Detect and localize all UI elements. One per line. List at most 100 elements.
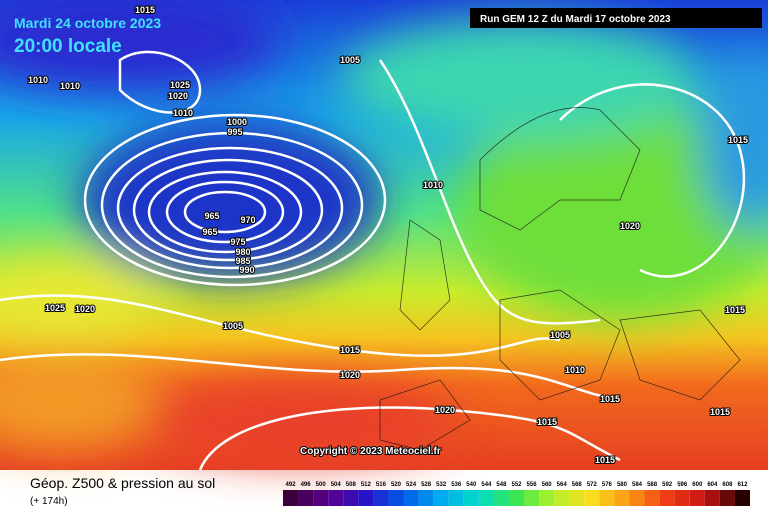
colorbar-label: 592 xyxy=(662,482,673,488)
colorbar-label: 548 xyxy=(496,482,507,488)
colorbar-label: 580 xyxy=(617,482,628,488)
colorbar-swatch xyxy=(418,490,434,506)
colorbar-swatch xyxy=(569,490,585,506)
copyright: Copyright © 2023 Meteociel.fr xyxy=(300,446,441,457)
colorbar-swatch xyxy=(508,490,525,506)
colorbar-swatch xyxy=(524,490,540,506)
isobar-label: 1015 xyxy=(340,345,360,355)
isobar-label: 1025 xyxy=(170,80,190,90)
colorbar-label: 552 xyxy=(511,482,522,488)
isobar-label: 1015 xyxy=(600,394,620,404)
colorbar-label: 588 xyxy=(647,482,658,488)
isobar-label: 1010 xyxy=(60,81,80,91)
isobar-label: 1015 xyxy=(537,417,557,427)
colorbar-label: 532 xyxy=(436,482,447,488)
colorbar-label: 560 xyxy=(542,482,553,488)
colorbar-label: 572 xyxy=(587,482,598,488)
isobar-label: 975 xyxy=(230,237,245,247)
isobar-label: 1015 xyxy=(595,455,615,465)
isobar-label: 1005 xyxy=(340,55,360,65)
colorbar-label: 612 xyxy=(737,482,748,488)
colorbar-label: 512 xyxy=(361,482,372,488)
isobar-label: 1020 xyxy=(340,370,360,380)
colorbar-swatch xyxy=(719,490,735,506)
colorbar-label: 584 xyxy=(632,482,643,488)
colorbar-swatch xyxy=(463,490,479,506)
colorbar-label: 504 xyxy=(331,482,342,488)
colorbar-swatch xyxy=(358,490,374,506)
colorbar-label: 492 xyxy=(286,482,297,488)
isobar-label: 1015 xyxy=(135,5,155,15)
colorbar-swatch xyxy=(403,490,419,506)
colorbar-label: 500 xyxy=(316,482,327,488)
colorbar-swatch xyxy=(343,490,359,506)
colorbar-label: 516 xyxy=(376,482,387,488)
isobar-label: 1005 xyxy=(550,330,570,340)
colorbar-label: 568 xyxy=(572,482,583,488)
map-area xyxy=(0,0,768,471)
date: Mardi 24 octobre 2023 xyxy=(14,15,161,31)
colorbar-swatch xyxy=(674,490,690,506)
colorbar-swatch xyxy=(599,490,615,506)
colorbar-swatch xyxy=(704,490,720,506)
colorbar-label: 604 xyxy=(707,482,718,488)
colorbar-swatch xyxy=(584,490,600,506)
colorbar-swatch xyxy=(328,490,344,506)
isobar-label: 1020 xyxy=(75,304,95,314)
isobar-label: 1020 xyxy=(168,91,188,101)
colorbar-label: 564 xyxy=(557,482,568,488)
footer-lead: (+ 174h) xyxy=(30,496,68,507)
isobar-label: 1010 xyxy=(423,180,443,190)
colorbar-swatch xyxy=(478,490,494,506)
colorbar-swatch xyxy=(493,490,509,506)
time: 20:00 locale xyxy=(14,36,122,57)
colorbar-swatch xyxy=(433,490,449,506)
isobar-label: 1015 xyxy=(728,135,748,145)
colorbar-label: 508 xyxy=(346,482,357,488)
colorbar-label: 540 xyxy=(466,482,477,488)
isobar-label: 1015 xyxy=(710,407,730,417)
colorbar-swatch xyxy=(554,490,570,506)
colorbar-swatch xyxy=(689,490,705,506)
colorbar-label: 576 xyxy=(602,482,613,488)
colorbar-swatch xyxy=(644,490,660,506)
colorbar-swatch xyxy=(283,490,299,506)
colorbar-swatch xyxy=(614,490,630,506)
isobar-label: 970 xyxy=(240,215,255,225)
isobar-label: 1015 xyxy=(725,305,745,315)
colorbar-swatch xyxy=(388,490,404,506)
colorbar-swatch xyxy=(373,490,389,506)
isobar-label: 990 xyxy=(239,265,254,275)
isobar-label: 1025 xyxy=(45,303,65,313)
colorbar-swatch xyxy=(539,490,555,506)
colorbar-label: 596 xyxy=(677,482,688,488)
colorbar-label: 520 xyxy=(391,482,402,488)
isobar-label: 985 xyxy=(235,256,250,266)
colorbar-label: 524 xyxy=(406,482,417,488)
colorbar-label: 536 xyxy=(451,482,462,488)
isobar-label: 1010 xyxy=(173,108,193,118)
colorbar-label: 496 xyxy=(301,482,312,488)
colorbar-swatch xyxy=(659,490,675,506)
isobar-label: 1020 xyxy=(620,221,640,231)
colorbar-label: 556 xyxy=(527,482,538,488)
isobar-label: 965 xyxy=(204,211,219,221)
colorbar-swatch xyxy=(448,490,464,506)
isobar-label: 1010 xyxy=(28,75,48,85)
colorbar-swatch xyxy=(734,490,750,506)
isobar-label: 980 xyxy=(235,247,250,257)
isobar-label: 1020 xyxy=(435,405,455,415)
colorbar-label: 608 xyxy=(722,482,733,488)
colorbar-label: 600 xyxy=(692,482,703,488)
isobar-label: 995 xyxy=(227,127,242,137)
isobar-label: 1005 xyxy=(223,321,243,331)
run-info: Run GEM 12 Z du Mardi 17 octobre 2023 xyxy=(480,14,671,25)
colorbar-label: 544 xyxy=(481,482,492,488)
colorbar-swatch xyxy=(298,490,314,506)
isobar-label: 1010 xyxy=(565,365,585,375)
isobar-label: 965 xyxy=(202,227,217,237)
colorbar-swatch xyxy=(629,490,645,506)
isobar-label: 1000 xyxy=(227,117,247,127)
footer-title: Géop. Z500 & pression au sol xyxy=(30,475,215,491)
